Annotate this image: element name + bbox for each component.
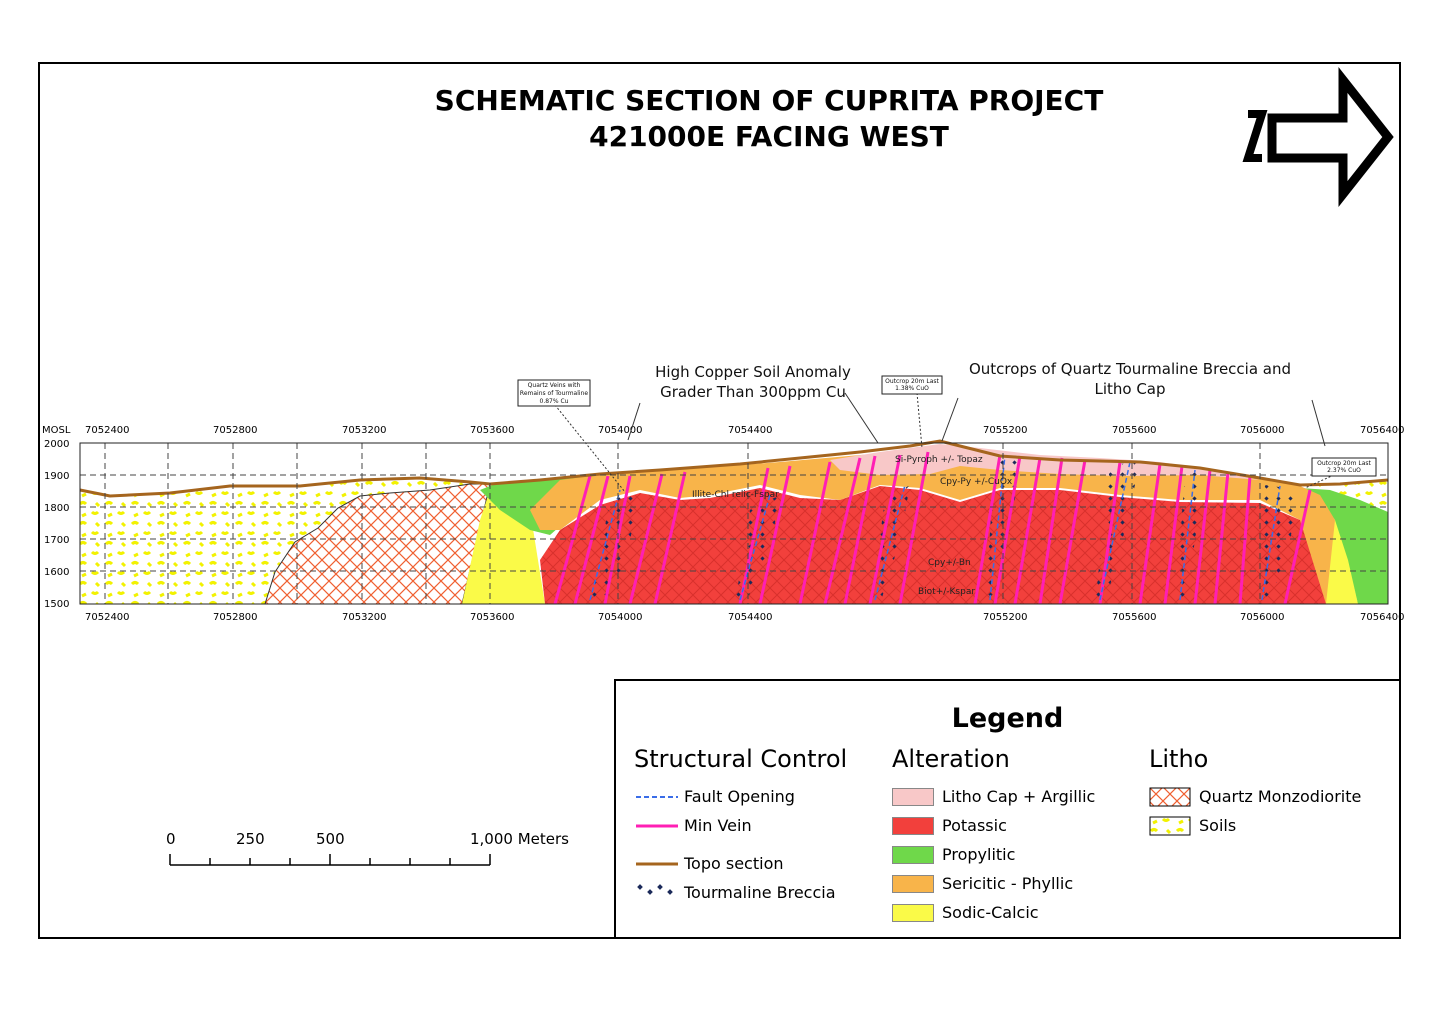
legend-propylitic: Propylitic (942, 845, 1016, 864)
northing-tick-top: 7052400 (85, 425, 130, 436)
zone-label-cpy-py: Cpy-Py +/-CuOx (940, 477, 1013, 487)
elev-tick: 1500 (44, 599, 69, 610)
zone-label-illite: Illite-Chl relic-Fspar (692, 490, 779, 500)
northing-tick-top: 7053600 (470, 425, 515, 436)
legend-litho-cap: Litho Cap + Argillic (942, 787, 1096, 806)
quartz-monzodiorite-swatch (1149, 787, 1191, 807)
elev-tick: 2000 (44, 439, 69, 450)
litho-cap-swatch (892, 788, 934, 806)
structural-symbols (636, 796, 678, 895)
scale-label: 250 (236, 830, 265, 848)
northing-tick-bottom: 7055200 (983, 612, 1028, 623)
scale-label: 1,000 Meters (470, 830, 569, 848)
potassic-unit (540, 486, 1326, 604)
legend-panel: Legend Structural Control Alteration Lit… (614, 679, 1401, 939)
legend-min-vein: Min Vein (684, 816, 752, 835)
annotation-box-left-text: Quartz Veins with Remains of Tourmaline … (519, 382, 589, 405)
legend-quartz-monzodiorite: Quartz Monzodiorite (1199, 787, 1362, 806)
elev-tick: 1900 (44, 471, 69, 482)
annotation-box-mid-text: Outcrop 20m Last 1.38% CuO (885, 378, 939, 392)
northing-tick-top: 7052800 (213, 425, 258, 436)
scale-label: 0 (166, 830, 176, 848)
min-veins (553, 451, 1312, 605)
legend-tourmaline-breccia: Tourmaline Breccia (684, 883, 836, 902)
northing-tick-top: 7054400 (728, 425, 773, 436)
zone-label-si-pyroph: Si-Pyroph +/- Topaz (895, 455, 983, 465)
legend-sodic-calcic: Sodic-Calcic (942, 903, 1039, 922)
northing-tick-bottom: 7056400 (1360, 612, 1405, 623)
leader-line (627, 402, 641, 441)
leader-line (554, 404, 626, 493)
north-arrow-icon (1242, 67, 1394, 207)
elev-tick: 1800 (44, 503, 69, 514)
northing-tick-bottom: 7054400 (728, 612, 773, 623)
elev-tick: 1600 (44, 567, 69, 578)
sodic-calcic-swatch (892, 904, 934, 922)
outcrops-annotation: Outcrops of Quartz Tourmaline Breccia an… (968, 360, 1292, 398)
annotation-box (1311, 457, 1377, 477)
elevation-unit-label: MOSL (42, 425, 71, 436)
annotation-box (517, 379, 591, 407)
legend-title: Legend (951, 703, 1064, 734)
northing-tick-bottom: 7053200 (342, 612, 387, 623)
leader-line (1311, 399, 1326, 447)
scale-label: 500 (316, 830, 345, 848)
northing-tick-top: 7056400 (1360, 425, 1405, 436)
northing-tick-bottom: 7052400 (85, 612, 130, 623)
section-grid (80, 442, 1388, 604)
sericitic-phyllic-swatch (892, 875, 934, 893)
propylitic-swatch (892, 846, 934, 864)
northing-tick-top: 7056000 (1240, 425, 1285, 436)
title-line-1: SCHEMATIC SECTION OF CUPRITA PROJECT (434, 84, 1104, 117)
litho-cap-argillic-unit (830, 444, 1260, 480)
legend-topo-section: Topo section (684, 854, 784, 873)
northing-tick-top: 7053200 (342, 425, 387, 436)
legend-structural-heading: Structural Control (634, 745, 848, 773)
annotation-box (881, 375, 943, 395)
section-border (79, 442, 1389, 605)
litho-symbols (1149, 787, 1191, 836)
northing-tick-bottom: 7053600 (470, 612, 515, 623)
legend-litho-heading: Litho (1149, 745, 1209, 773)
potassic-swatch (892, 817, 934, 835)
northing-tick-top: 7055200 (983, 425, 1028, 436)
annotation-box-right-text: Outcrop 20m Last 2.37% CuO (1317, 460, 1371, 474)
leader-line (1304, 469, 1346, 489)
soils-swatch (1149, 816, 1191, 836)
northing-tick-bottom: 7054000 (598, 612, 643, 623)
leader-line (941, 397, 959, 442)
northing-tick-bottom: 7055600 (1112, 612, 1157, 623)
title-line-2: 421000E FACING WEST (589, 120, 949, 153)
leader-line (916, 392, 923, 449)
propylitic-unit-east (1300, 488, 1388, 604)
legend-soils: Soils (1199, 816, 1237, 835)
elev-tick: 1700 (44, 535, 69, 546)
leader-line (844, 392, 879, 444)
topo-section-line (79, 439, 1389, 498)
fault-openings (589, 454, 1281, 601)
northing-tick-top: 7055600 (1112, 425, 1157, 436)
scale-bar (169, 854, 491, 866)
soil-anomaly-annotation: High Copper Soil Anomaly Grader Than 300… (655, 363, 851, 401)
northing-tick-bottom: 7052800 (213, 612, 258, 623)
tourmaline-breccia-symbol (637, 884, 673, 895)
legend-alteration-heading: Alteration (892, 745, 1010, 773)
legend-sericitic-phyllic: Sericitic - Phyllic (942, 874, 1074, 893)
northing-tick-top: 7054000 (598, 425, 643, 436)
northing-tick-bottom: 7056000 (1240, 612, 1285, 623)
zone-label-biot: Biot+/-Kspar (918, 587, 975, 597)
legend-fault-opening: Fault Opening (684, 787, 795, 806)
zone-label-cpy-bn: Cpy+/-Bn (928, 558, 971, 568)
legend-potassic: Potassic (942, 816, 1007, 835)
